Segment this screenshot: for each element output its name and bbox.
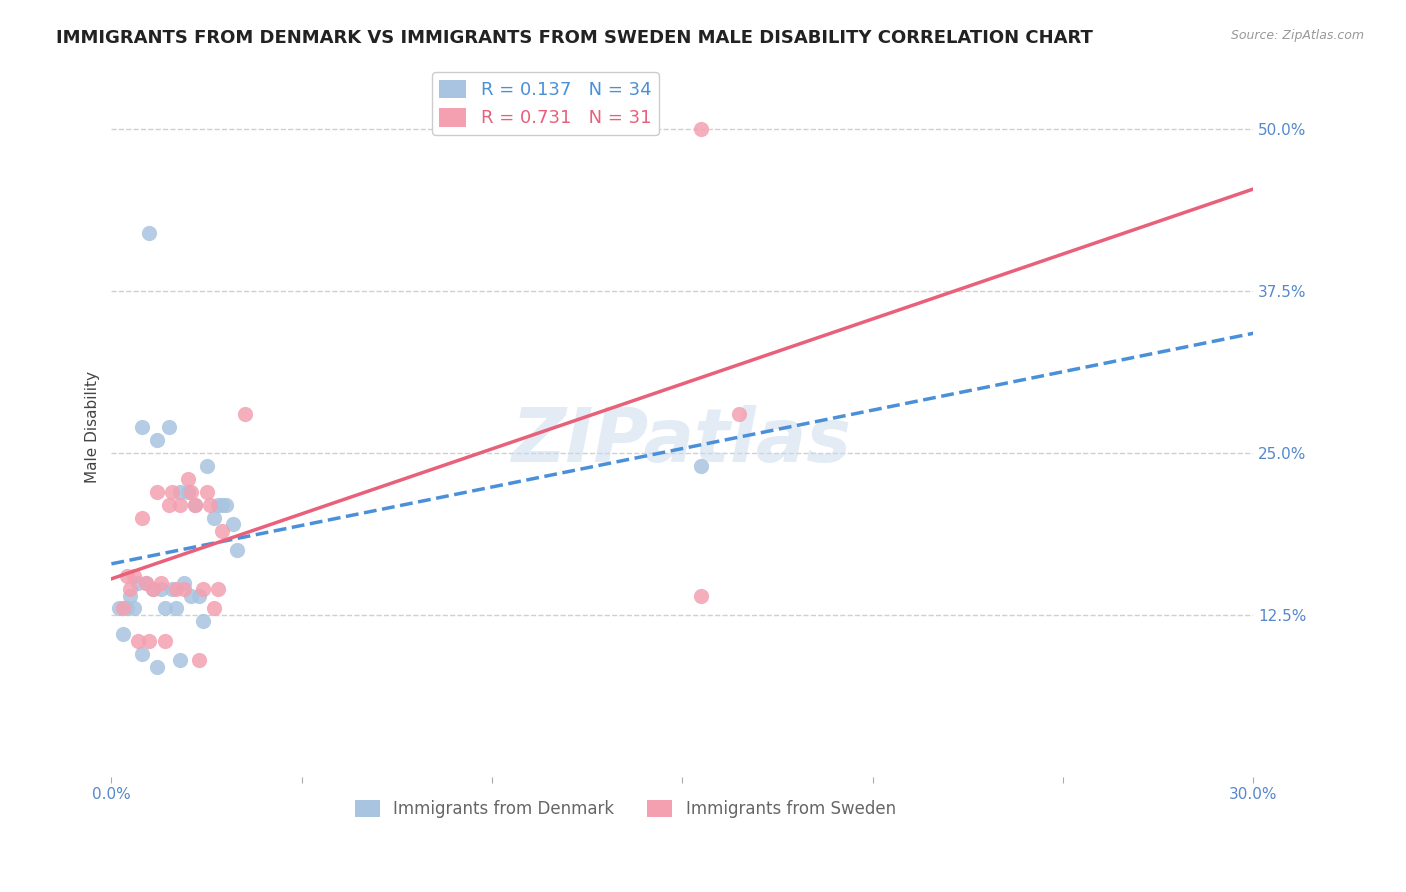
Point [195,458,218,473]
Point [233,407,256,421]
Point [138,633,160,648]
Point [127,575,149,590]
Point [207,498,229,512]
Point [149,575,172,590]
Point [115,569,138,583]
Point [728,407,751,421]
Point [149,582,172,596]
Point [184,498,207,512]
Point [111,601,134,615]
Point [180,484,202,499]
Point [169,498,191,512]
Point [165,582,187,596]
Point [173,575,195,590]
Point [211,498,233,512]
Point [180,589,202,603]
Point [202,511,225,525]
Text: ZIPatlas: ZIPatlas [512,405,852,477]
Point [146,660,169,674]
Point [122,601,145,615]
Point [690,122,713,136]
Point [135,575,157,590]
Point [146,484,169,499]
Point [200,498,222,512]
Point [111,627,134,641]
Point [188,589,211,603]
Point [138,226,160,240]
Point [135,575,157,590]
Point [131,511,153,525]
Point [176,484,198,499]
Point [162,484,184,499]
Point [222,517,245,532]
Point [195,484,218,499]
Text: Source: ZipAtlas.com: Source: ZipAtlas.com [1230,29,1364,42]
Point [108,601,131,615]
Legend: Immigrants from Denmark, Immigrants from Sweden: Immigrants from Denmark, Immigrants from… [347,793,903,824]
Point [157,420,180,434]
Point [157,498,180,512]
Point [115,601,138,615]
Point [120,582,142,596]
Point [226,543,249,558]
Text: IMMIGRANTS FROM DENMARK VS IMMIGRANTS FROM SWEDEN MALE DISABILITY CORRELATION CH: IMMIGRANTS FROM DENMARK VS IMMIGRANTS FR… [56,29,1092,46]
Point [191,615,214,629]
Point [122,569,145,583]
Point [207,582,229,596]
Point [153,633,176,648]
Point [131,420,153,434]
Point [169,484,191,499]
Point [176,472,198,486]
Point [142,582,165,596]
Y-axis label: Male Disability: Male Disability [86,371,100,483]
Point [131,647,153,661]
Point [142,582,165,596]
Point [120,589,142,603]
Point [188,653,211,667]
Point [211,524,233,538]
Point [191,582,214,596]
Point [127,633,149,648]
Point [202,601,225,615]
Point [690,589,713,603]
Point [214,498,236,512]
Point [165,601,187,615]
Point [146,433,169,447]
Point [153,601,176,615]
Point [162,582,184,596]
Point [690,458,713,473]
Point [169,653,191,667]
Point [173,582,195,596]
Point [184,498,207,512]
